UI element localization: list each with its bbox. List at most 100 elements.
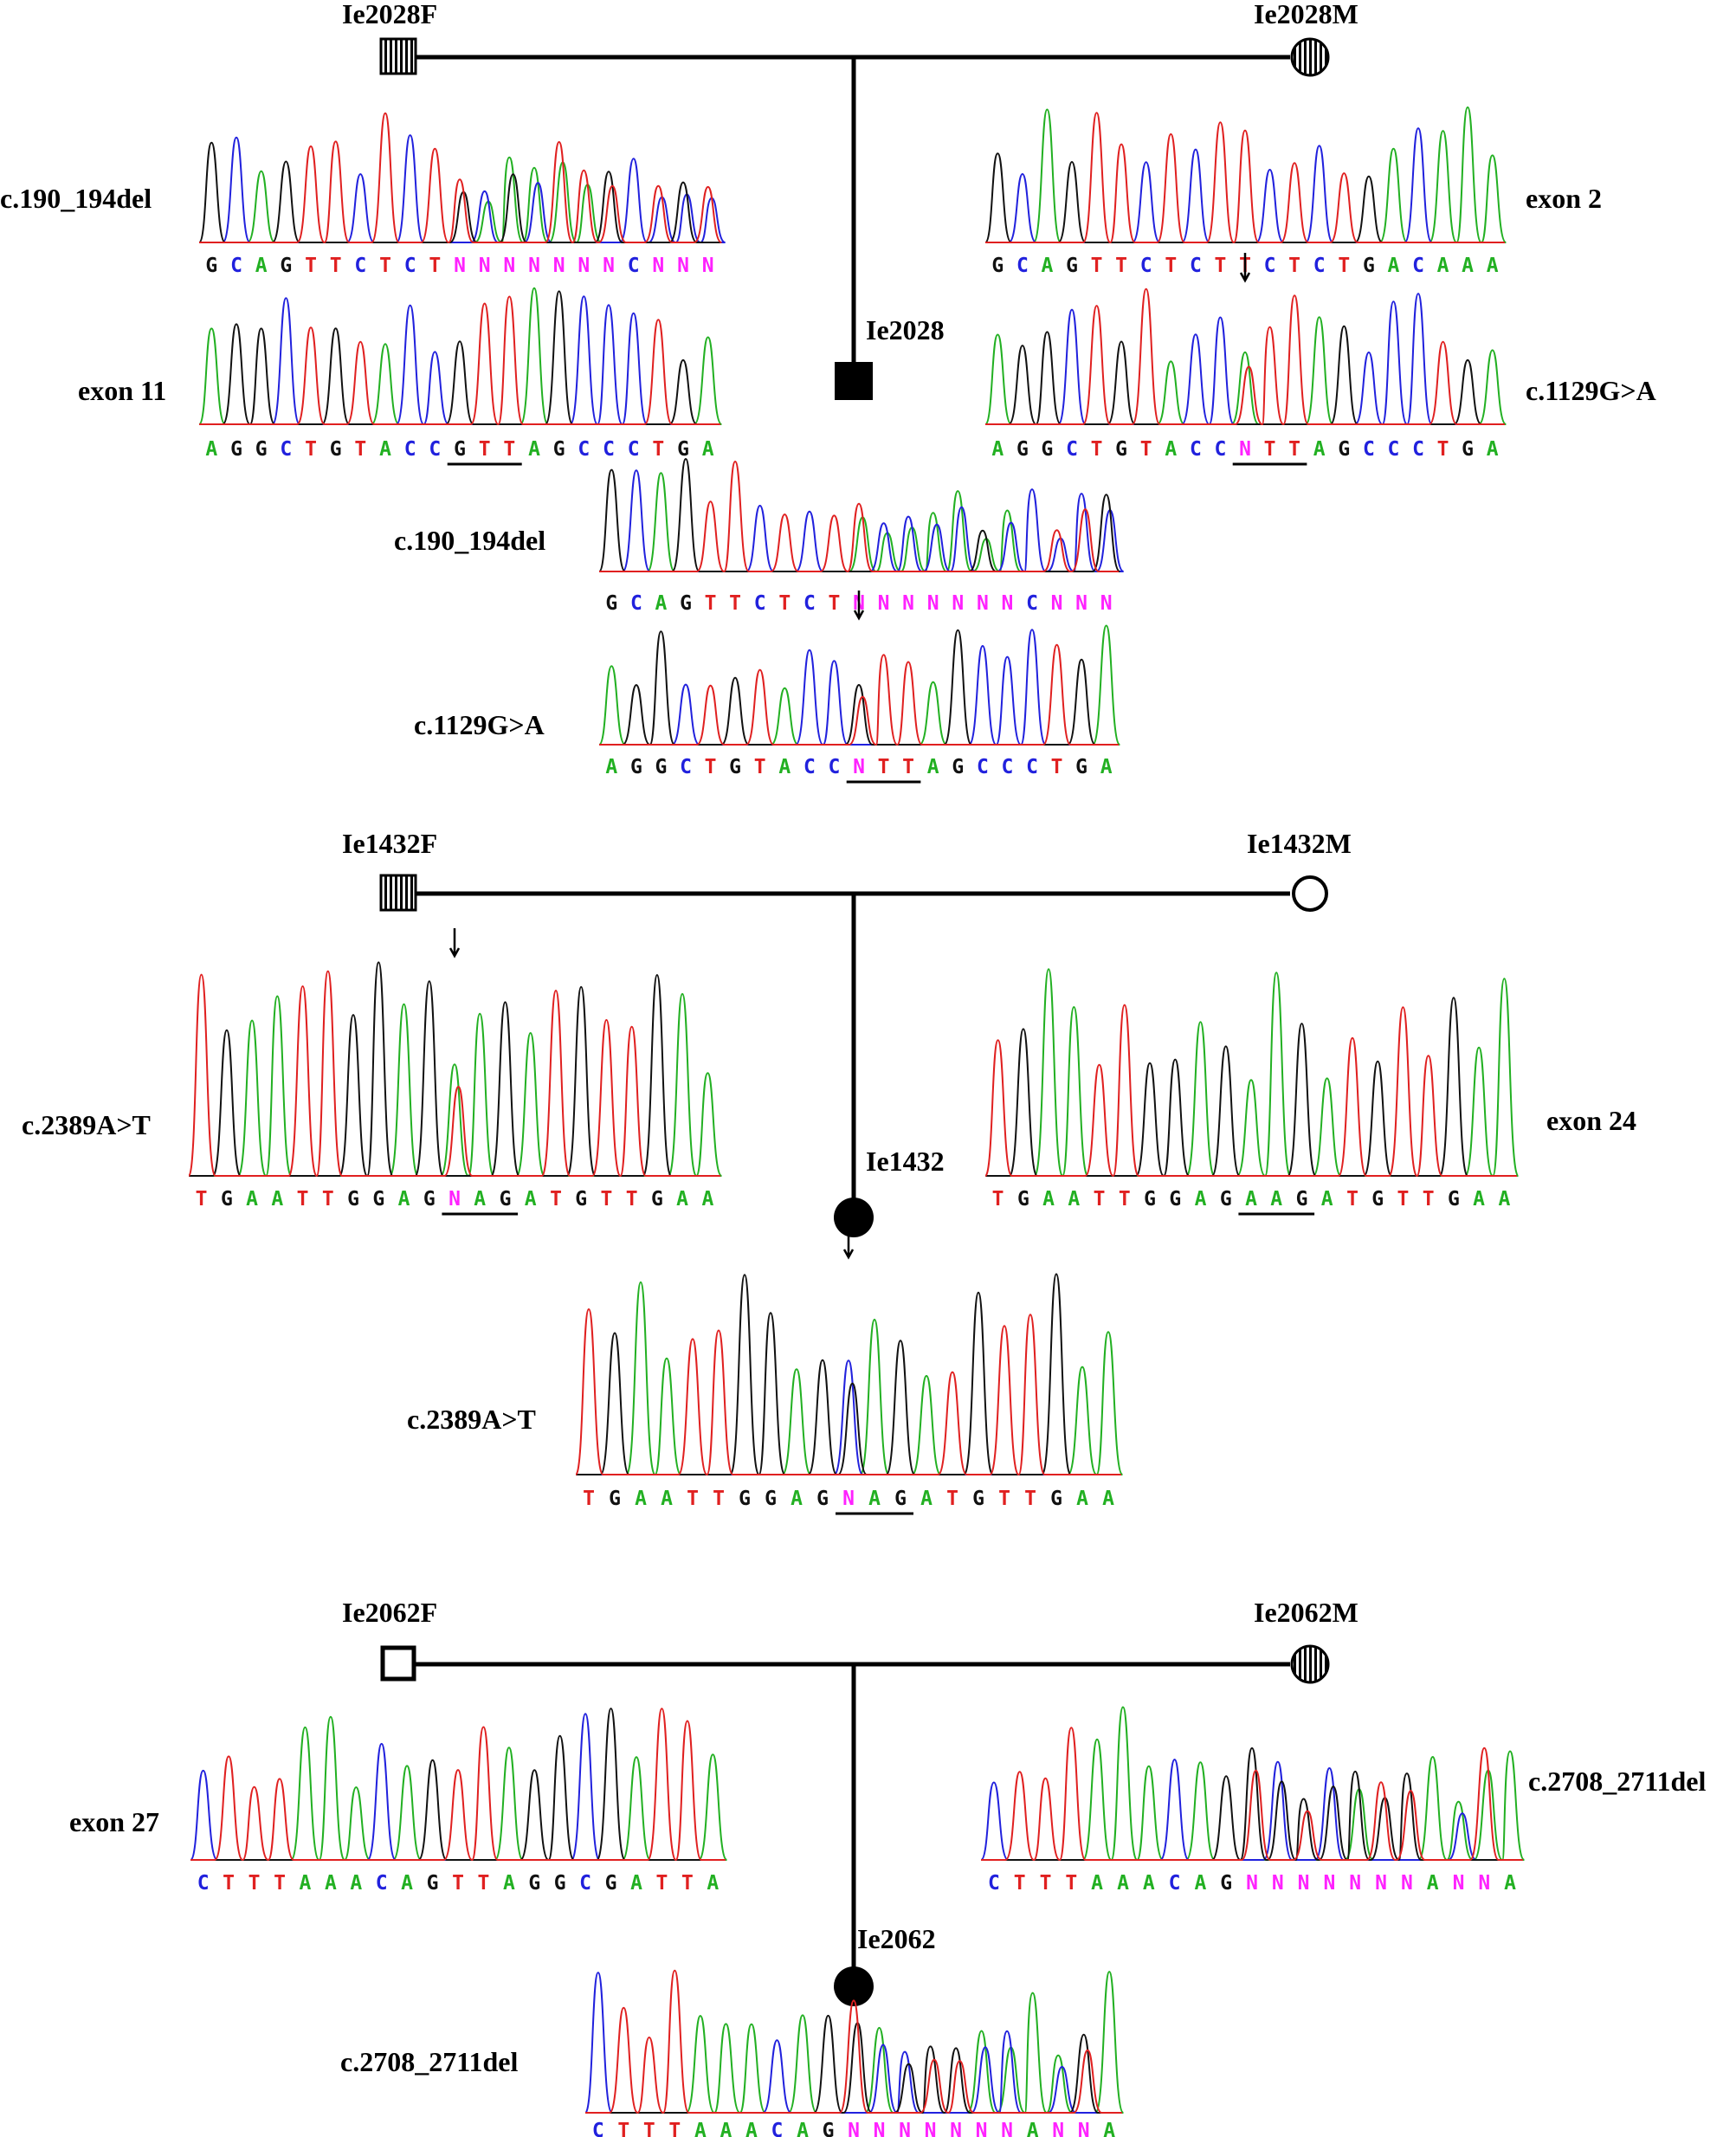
mutation-arrow-icon <box>449 928 461 959</box>
base-call: T <box>705 592 717 615</box>
base-call: T <box>600 1188 612 1211</box>
base-call: C <box>1313 255 1326 277</box>
family-ie2062: Ie2062F Ie2062M Ie2062 <box>342 1597 1358 2006</box>
mother-symbol-open <box>1292 875 1328 912</box>
base-call: A <box>630 1872 642 1895</box>
base-call: A <box>868 1488 881 1510</box>
base-call: A <box>676 1188 688 1211</box>
base-call: G <box>1144 1188 1156 1211</box>
base-call: A <box>661 1488 673 1510</box>
base-call: T <box>305 438 317 461</box>
base-call: T <box>778 592 791 615</box>
father-label: Ie2028F <box>342 0 437 29</box>
base-call: G <box>500 1188 512 1211</box>
base-call: A <box>701 1188 713 1211</box>
base-call: N <box>702 255 714 277</box>
base-call: C <box>803 756 816 778</box>
base-call: G <box>1296 1188 1308 1211</box>
base-call: T <box>1024 1488 1036 1510</box>
base-call: N <box>1001 2120 1013 2137</box>
base-call: C <box>1026 756 1038 778</box>
base-call: N <box>528 255 540 277</box>
trace-A-channel <box>985 968 1520 1178</box>
base-call: A <box>271 1188 283 1211</box>
trace-A-channel <box>189 992 723 1178</box>
base-call: A <box>1041 255 1053 277</box>
base-call: G <box>205 255 217 277</box>
base-call: A <box>1313 438 1326 461</box>
base-call: A <box>635 1488 647 1510</box>
trace-A-channel <box>198 287 723 425</box>
base-call: T <box>1437 438 1449 461</box>
base-call: G <box>972 1488 984 1510</box>
trace-C-channel <box>599 469 1125 573</box>
base-call: C <box>977 756 989 778</box>
base-call: A <box>1027 2120 1039 2137</box>
base-call: A <box>1068 1188 1080 1211</box>
base-call: G <box>330 438 342 461</box>
base-call: G <box>952 756 964 778</box>
base-call: A <box>1427 1872 1439 1895</box>
base-call: G <box>1338 438 1350 461</box>
base-call: G <box>729 756 741 778</box>
base-call: G <box>1075 756 1087 778</box>
base-call: N <box>1075 592 1087 615</box>
base-call: N <box>1323 1872 1335 1895</box>
base-call: N <box>1239 438 1251 461</box>
base-call: C <box>1001 756 1013 778</box>
base-call: A <box>1042 1188 1055 1211</box>
base-call: T <box>754 756 766 778</box>
base-call: A <box>350 1872 362 1895</box>
base-call: N <box>874 2120 886 2137</box>
base-call: A <box>1103 2120 1115 2137</box>
base-call: A <box>1165 438 1177 461</box>
base-call: C <box>404 255 416 277</box>
trace-G-channel <box>984 152 1505 243</box>
base-call: G <box>605 1872 617 1895</box>
base-call: T <box>617 2120 629 2137</box>
trace-G-channel <box>981 1746 1523 1862</box>
base-call: G <box>816 1488 829 1510</box>
base-call: G <box>739 1488 751 1510</box>
base-call: G <box>1066 255 1078 277</box>
proband-label: Ie2062 <box>857 1923 936 1954</box>
base-call: G <box>1448 1188 1460 1211</box>
base-call: C <box>1264 255 1276 277</box>
proband-symbol-affected-female <box>834 1966 874 2006</box>
trace-G-channel <box>190 1708 726 1862</box>
base-call: C <box>1363 438 1375 461</box>
base-call: T <box>330 255 342 277</box>
base-call: A <box>1504 1872 1516 1895</box>
base-call: T <box>1094 1188 1106 1211</box>
base-call: A <box>299 1872 311 1895</box>
base-call: C <box>628 438 640 461</box>
trace-A-channel <box>576 1281 1124 1476</box>
base-call: A <box>1473 1188 1485 1211</box>
base-call: T <box>477 1872 489 1895</box>
base-call: T <box>1119 1188 1131 1211</box>
base-call: G <box>991 255 1004 277</box>
trace-T-channel <box>188 970 720 1178</box>
base-call: A <box>927 756 939 778</box>
base-call: T <box>196 1188 208 1211</box>
base-call: T <box>1091 438 1103 461</box>
father-symbol-open <box>380 1645 416 1682</box>
base-call: G <box>1115 438 1127 461</box>
base-call: A <box>325 1872 337 1895</box>
mother-symbol-striped <box>1290 1644 1330 1684</box>
base-call: T <box>583 1488 595 1510</box>
trace-T-channel <box>599 460 1119 573</box>
base-call: A <box>401 1872 413 1895</box>
father-label: Ie2062F <box>342 1597 437 1628</box>
trace-A-channel <box>984 316 1507 425</box>
base-call: N <box>1453 1872 1465 1895</box>
trace-T-channel <box>985 112 1505 244</box>
base-call: C <box>803 592 816 615</box>
base-call: C <box>680 756 692 778</box>
